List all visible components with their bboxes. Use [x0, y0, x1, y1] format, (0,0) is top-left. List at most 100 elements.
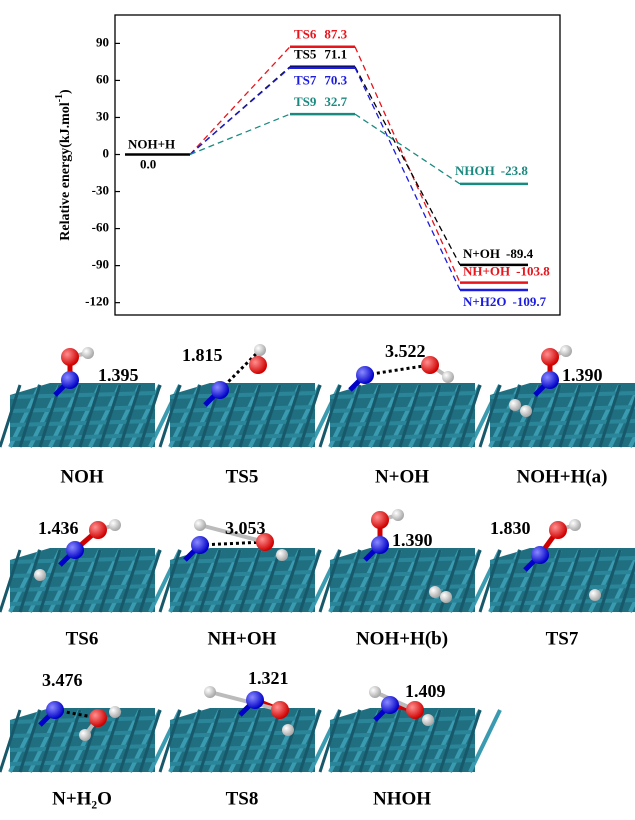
- product-name: NHOH: [455, 163, 495, 178]
- panel-caption: NOH+H(b): [356, 628, 448, 649]
- ts-label: TS770.3: [294, 73, 348, 88]
- y-tick-label: -90: [92, 257, 109, 272]
- y-label-end: ): [58, 89, 73, 94]
- atom-h: [392, 509, 404, 521]
- ts-label: TS5 71.1: [294, 47, 347, 62]
- value-label: 87.3: [324, 27, 347, 42]
- y-label-sup: -1: [54, 94, 65, 102]
- atom-h: [442, 371, 454, 383]
- distance-label: 1.390: [562, 365, 603, 385]
- connector: [355, 67, 460, 265]
- structure-panel: 1.390: [320, 509, 500, 612]
- panel-caption: N+OH: [375, 466, 429, 487]
- value-label: 71.1: [324, 47, 347, 62]
- structure-panel: 1.815: [160, 344, 340, 447]
- panel-caption: NOH+H(a): [516, 466, 607, 487]
- structure-panel: 1.830: [480, 518, 635, 612]
- atom-h: [109, 706, 121, 718]
- distance-label: 1.830: [490, 518, 531, 538]
- atom-o: [89, 521, 107, 539]
- bond-distance: [200, 542, 265, 545]
- product-label: N+OH -89.4: [463, 246, 534, 261]
- atom-n: [211, 381, 229, 399]
- panel-caption: TS7: [546, 628, 579, 649]
- y-tick-label: -120: [85, 294, 109, 309]
- atom-h: [282, 724, 294, 736]
- value-label: -23.8: [501, 163, 529, 178]
- panel-caption: NHOH: [373, 788, 431, 809]
- y-label-text: Relative energy(kJ.mol: [58, 102, 73, 241]
- series-name: TS7: [294, 73, 317, 88]
- atom-h: [509, 399, 521, 411]
- distance-label: 1.390: [392, 530, 433, 550]
- value-label: -89.4: [506, 246, 534, 261]
- atom-n: [541, 371, 559, 389]
- atom-h: [560, 345, 572, 357]
- panel-caption: TS5: [226, 466, 259, 487]
- y-tick-label: 60: [96, 71, 109, 86]
- panel-caption: TS8: [226, 788, 259, 809]
- atom-h: [194, 519, 206, 531]
- atom-h: [79, 729, 91, 741]
- panel-caption: TS6: [66, 628, 99, 649]
- atom-h: [109, 519, 121, 531]
- distance-label: 3.476: [42, 670, 83, 690]
- atom-h: [569, 519, 581, 531]
- structure-panel: 1.409: [320, 681, 500, 772]
- structure-panel: 3.476: [0, 670, 180, 772]
- distance-label: 3.522: [385, 341, 426, 361]
- product-label: NHOH -23.8: [455, 163, 528, 178]
- y-tick-label: -60: [92, 220, 109, 235]
- connector: [355, 114, 460, 184]
- bond-distance: [365, 365, 430, 375]
- atom-o: [371, 511, 389, 529]
- y-tick-label: 0: [103, 145, 110, 160]
- distance-label: 3.053: [225, 518, 266, 538]
- atom-n: [246, 691, 264, 709]
- distance-label: 1.815: [182, 345, 223, 365]
- distance-label: 1.409: [405, 681, 446, 701]
- atom-o: [61, 348, 79, 366]
- connector: [355, 68, 460, 290]
- atom-h: [204, 686, 216, 698]
- atom-h: [369, 686, 381, 698]
- panel-caption: NH+OH: [208, 628, 277, 649]
- series-name: TS5: [294, 47, 317, 62]
- atom-h: [589, 589, 601, 601]
- product-name: N+OH: [463, 246, 500, 261]
- level-value-label: 0.0: [140, 156, 156, 171]
- panel-caption: NOH: [60, 466, 104, 487]
- atom-h: [429, 586, 441, 598]
- value-label: 32.7: [324, 94, 347, 109]
- atom-h: [34, 569, 46, 581]
- y-tick-label: -30: [92, 183, 109, 198]
- y-tick-label: 30: [96, 108, 109, 123]
- distance-label: 1.395: [98, 365, 139, 385]
- atom-o: [89, 709, 107, 727]
- distance-label: 1.436: [38, 518, 79, 538]
- atom-h: [276, 549, 288, 561]
- page: {"chart_data":{"type":"energy-profile", …: [0, 0, 635, 815]
- connector: [190, 47, 290, 155]
- structure-panel: 1.321: [160, 668, 340, 772]
- connector: [190, 68, 290, 155]
- connector: [190, 114, 290, 154]
- figure: Relative energy(kJ.mol-1) -120 -90 -60 -30 0…: [0, 0, 635, 815]
- panel-caption: N+H₂O: [52, 788, 112, 809]
- atom-o: [549, 521, 567, 539]
- atom-n: [356, 366, 374, 384]
- atom-o: [541, 348, 559, 366]
- structure-panel: 3.522: [320, 341, 500, 447]
- value-label: -109.7: [513, 294, 547, 309]
- structure-panel: 1.436: [0, 518, 180, 612]
- atom-n: [531, 546, 549, 564]
- structure-panel: 3.053: [160, 518, 340, 612]
- product-label: N+H2O -109.7: [463, 294, 547, 309]
- y-tick-label: 90: [96, 34, 109, 49]
- atom-h: [520, 405, 532, 417]
- product-name: N+H2O: [463, 294, 507, 309]
- atom-n: [371, 536, 389, 554]
- atom-h: [422, 714, 434, 726]
- atom-n: [191, 536, 209, 554]
